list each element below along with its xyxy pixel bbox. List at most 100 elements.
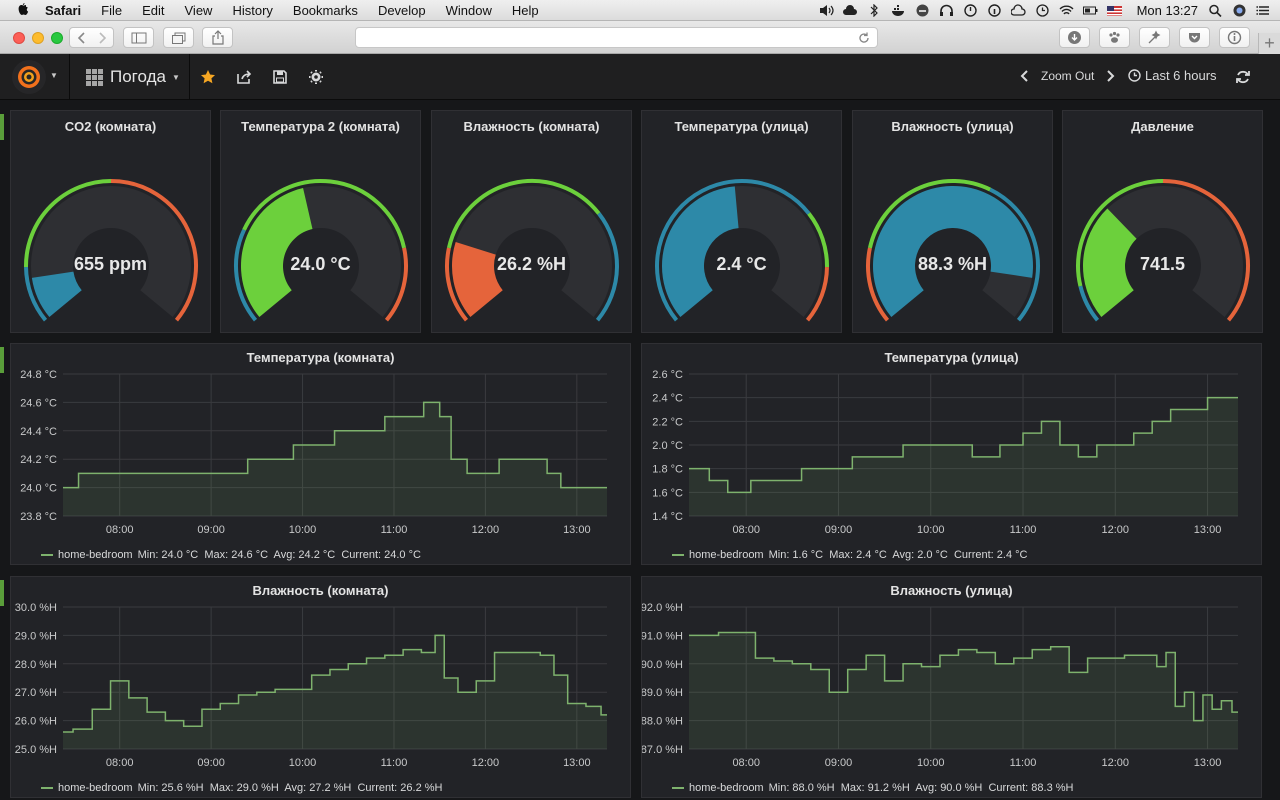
legend-swatch[interactable] [41, 787, 53, 789]
reload-icon[interactable] [857, 31, 871, 45]
new-tab-button[interactable]: + [1258, 33, 1280, 55]
graph-legend[interactable]: home-bedroom Min: 25.6 %H Max: 29.0 %H Av… [41, 782, 442, 794]
legend-swatch[interactable] [672, 787, 684, 789]
dashboard-title[interactable]: Погода [110, 67, 166, 86]
wifi-icon[interactable] [1059, 4, 1074, 17]
gauge-panel[interactable]: Давление 741.5 [1062, 110, 1263, 333]
gauge-panel[interactable]: CO2 (комната) 655 ppm [10, 110, 211, 333]
window-zoom-button[interactable] [51, 32, 63, 44]
time-back-chevron-icon[interactable] [1018, 68, 1032, 84]
headphones-icon[interactable] [939, 4, 954, 17]
graph-title[interactable]: Влажность (комната) [252, 583, 389, 598]
apple-icon[interactable] [15, 2, 31, 18]
window-minimize-button[interactable] [32, 32, 44, 44]
gauge-title[interactable]: CO2 (комната) [64, 119, 157, 134]
legend-series-name[interactable]: home-bedroom [689, 782, 764, 794]
menu-history[interactable]: History [232, 2, 273, 18]
line-chart[interactable]: 2.6 °C 2.4 °C 2.2 °C 2.0 °C 1.8 °C 1.6 °C 1.4 … [642, 344, 1263, 566]
timer-icon[interactable] [963, 4, 978, 17]
menu-app-safari[interactable]: Safari [45, 2, 82, 18]
menu-file[interactable]: File [101, 2, 123, 18]
logo-caret-icon[interactable]: ▼ [50, 71, 58, 80]
menu-view[interactable]: View [184, 2, 213, 18]
row-collapse-handle[interactable] [0, 347, 4, 373]
siri-icon[interactable] [1232, 4, 1247, 17]
row-collapse-handle[interactable] [0, 580, 4, 606]
gauge-panel[interactable]: Влажность (улица) 88.3 %H [852, 110, 1053, 333]
gauge-title[interactable]: Влажность (улица) [891, 119, 1014, 134]
line-chart[interactable]: 30.0 %H 29.0 %H 28.0 %H 27.0 %H 26.0 %H 25.0 … [11, 577, 632, 799]
save-icon[interactable] [272, 69, 288, 85]
grafana-logo-button[interactable] [12, 60, 46, 94]
graph-legend[interactable]: home-bedroom Min: 24.0 °C Max: 24.6 °C Av… [41, 549, 421, 561]
cpu-badge-icon[interactable] [915, 4, 930, 17]
battery-icon[interactable] [1082, 4, 1098, 17]
time-range-label[interactable]: Last 6 hours [1145, 68, 1217, 83]
gauge-panel[interactable]: Температура (улица) 2.4 °C [641, 110, 842, 333]
address-bar[interactable] [355, 27, 878, 48]
time-machine-icon[interactable] [1035, 4, 1050, 17]
gauge-title[interactable]: Температура (улица) [674, 119, 809, 134]
graph-panel[interactable]: Влажность (улица) 92.0 %H 91.0 %H 90.0 %H 89… [641, 576, 1262, 798]
line-chart[interactable]: 24.8 °C 24.6 °C 24.4 °C 24.2 °C 24.0 °C 23.8 … [11, 344, 632, 566]
graph-panel[interactable]: Температура (улица) 2.6 °C 2.4 °C 2.2 °C 2.0… [641, 343, 1262, 565]
back-forward-buttons[interactable] [69, 27, 114, 48]
refresh-icon[interactable] [1235, 69, 1251, 85]
time-range-picker[interactable]: Last 6 hours [1128, 68, 1217, 83]
extension-paw-button[interactable] [1099, 27, 1130, 48]
share-dashboard-icon[interactable] [236, 69, 252, 85]
menubar-clock[interactable]: Mon 13:27 [1136, 3, 1198, 18]
graph-title[interactable]: Температура (комната) [246, 350, 395, 365]
menu-edit[interactable]: Edit [142, 2, 165, 18]
tabs-overview-button[interactable] [163, 27, 194, 48]
settings-gear-icon[interactable] [308, 69, 324, 85]
downloads-button[interactable] [1059, 27, 1090, 48]
graph-panel[interactable]: Температура (комната) 24.8 °C 24.6 °C 24.4 … [10, 343, 631, 565]
row-collapse-handle[interactable] [0, 114, 4, 140]
graph-panel[interactable]: Влажность (комната) 30.0 %H 29.0 %H 28.0 %H… [10, 576, 631, 798]
zoom-out-button[interactable]: Zoom Out [1041, 69, 1095, 83]
graph-title[interactable]: Температура (улица) [884, 350, 1019, 365]
cloud-check-icon[interactable] [1010, 4, 1026, 17]
spotlight-search-icon[interactable] [1208, 4, 1223, 17]
sidebar-toggle-button[interactable] [123, 27, 154, 48]
volume-icon[interactable] [819, 4, 834, 17]
graph-legend[interactable]: home-bedroom Min: 88.0 %H Max: 91.2 %H Av… [672, 782, 1073, 794]
menu-bookmarks[interactable]: Bookmarks [292, 2, 358, 18]
dashboard-picker[interactable]: Погода ▼ [86, 67, 180, 87]
graph-legend[interactable]: home-bedroom Min: 1.6 °C Max: 2.4 °C Avg:… [672, 549, 1027, 561]
back-chevron-icon[interactable] [72, 31, 92, 45]
menu-window[interactable]: Window [445, 2, 492, 18]
menu-develop[interactable]: Develop [377, 2, 426, 18]
cloud-icon[interactable] [842, 4, 858, 17]
extension-info-button[interactable] [1219, 27, 1250, 48]
legend-swatch[interactable] [41, 554, 53, 556]
series-line[interactable] [689, 631, 1238, 722]
series-line[interactable] [63, 401, 607, 489]
us-flag-icon[interactable] [1106, 4, 1122, 17]
legend-swatch[interactable] [672, 554, 684, 556]
series-line[interactable] [63, 634, 607, 733]
forward-chevron-icon[interactable] [92, 31, 112, 45]
graph-title[interactable]: Влажность (улица) [890, 583, 1013, 598]
gauge-panel[interactable]: Температура 2 (комната) 24.0 °C [220, 110, 421, 333]
gauge-panel[interactable]: Влажность (комната) 26.2 %H [431, 110, 632, 333]
legend-series-name[interactable]: home-bedroom [689, 549, 764, 561]
menu-help[interactable]: Help [511, 2, 539, 18]
line-chart[interactable]: 92.0 %H 91.0 %H 90.0 %H 89.0 %H 88.0 %H 87.0 … [642, 577, 1263, 799]
gauge-title[interactable]: Давление [1131, 119, 1194, 134]
legend-series-name[interactable]: home-bedroom [58, 549, 133, 561]
info-circle-icon[interactable] [987, 4, 1002, 17]
legend-series-name[interactable]: home-bedroom [58, 782, 133, 794]
share-button[interactable] [202, 27, 233, 48]
series-line[interactable] [689, 396, 1238, 494]
time-forward-chevron-icon[interactable] [1103, 68, 1117, 84]
bluetooth-icon[interactable] [867, 4, 882, 17]
extension-tool-button[interactable] [1139, 27, 1170, 48]
gauge-title[interactable]: Температура 2 (комната) [241, 119, 400, 134]
pocket-button[interactable] [1179, 27, 1210, 48]
docker-icon[interactable] [891, 4, 906, 17]
notification-center-icon[interactable] [1256, 4, 1271, 17]
gauge-title[interactable]: Влажность (комната) [463, 119, 600, 134]
star-icon[interactable] [200, 69, 216, 85]
